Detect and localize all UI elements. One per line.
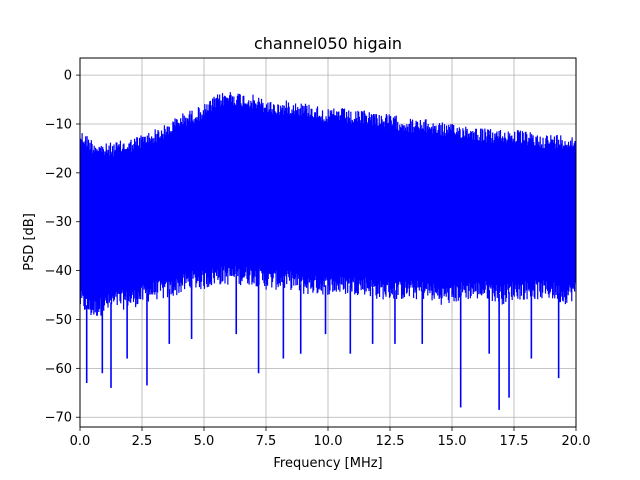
x-tick-label: 5.0: [194, 434, 215, 449]
plot-area: [80, 92, 576, 410]
y-axis-label: PSD [dB]: [22, 213, 37, 271]
x-tick-label: 17.5: [500, 434, 529, 449]
x-tick-label: 7.5: [256, 434, 277, 449]
x-tick-label: 0.0: [70, 434, 91, 449]
y-tick-label: −60: [45, 362, 72, 377]
y-tick-label: −20: [45, 166, 72, 181]
chart-title: channel050 higain: [254, 34, 402, 53]
y-tick-label: −50: [45, 313, 72, 328]
x-tick-label: 20.0: [562, 434, 591, 449]
x-tick-label: 2.5: [132, 434, 153, 449]
x-axis-label: Frequency [MHz]: [273, 456, 382, 471]
x-tick-label: 12.5: [376, 434, 405, 449]
series-psd: [80, 92, 576, 410]
x-tick-label: 10.0: [314, 434, 343, 449]
psd-trace: [80, 92, 576, 316]
y-tick-label: −40: [45, 264, 72, 279]
x-tick-label: 15.0: [438, 434, 467, 449]
y-tick-label: −10: [45, 117, 72, 132]
y-tick-label: −70: [45, 411, 72, 426]
y-axis-ticks: 0 −10 −20 −30 −40 −50 −60 −70: [45, 69, 80, 426]
y-tick-label: −30: [45, 215, 72, 230]
x-axis-ticks: 0.0 2.5 5.0 7.5 10.0 12.5 15.0 17.5 20.0: [70, 427, 591, 449]
y-tick-label: 0: [64, 69, 72, 84]
